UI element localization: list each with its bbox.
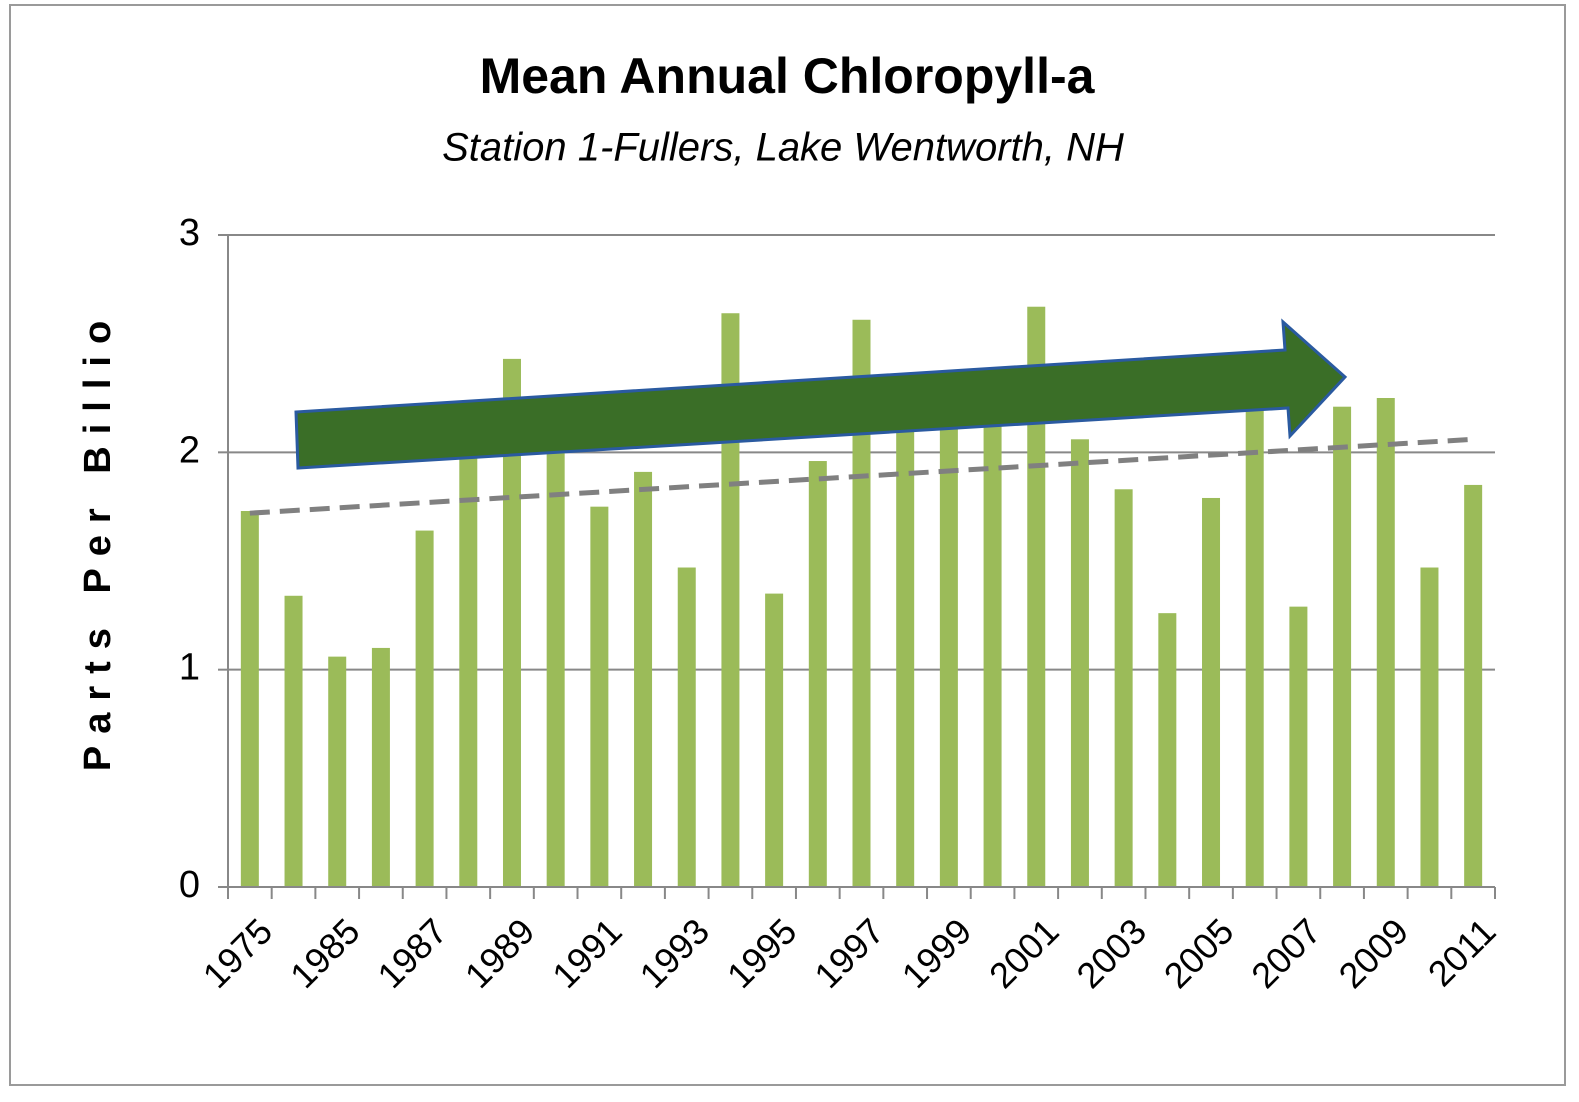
bar [1027, 306, 1046, 888]
chart-border [9, 4, 1566, 1086]
bar [808, 461, 827, 887]
bar [284, 595, 303, 887]
bar [677, 567, 696, 887]
bar [939, 419, 958, 887]
bar [546, 447, 565, 887]
chart-title: Mean Annual Chloropyll-a [480, 48, 1096, 104]
y-tick-label: 3 [179, 212, 200, 254]
bar [1070, 439, 1089, 887]
y-tick-label: 0 [179, 864, 200, 906]
bar [765, 593, 784, 887]
bar [590, 506, 609, 887]
bar [371, 647, 390, 887]
trendline [249, 436, 1474, 516]
bar [1289, 606, 1308, 887]
bar [852, 319, 871, 887]
bar [1114, 489, 1133, 887]
bar [896, 408, 915, 887]
y-axis-label: Parts Per Billio [77, 309, 119, 771]
bar [240, 511, 259, 887]
y-tick-label: 2 [179, 429, 200, 471]
bar [1158, 613, 1177, 887]
bar [502, 358, 521, 887]
bar [328, 656, 347, 887]
bar [415, 530, 434, 887]
bar [1202, 497, 1221, 887]
bar [983, 408, 1002, 887]
bar [721, 313, 740, 887]
bar [1420, 567, 1439, 887]
trend-arrow [294, 318, 1348, 470]
bar [459, 454, 478, 887]
bar [1245, 398, 1264, 887]
bar [634, 471, 653, 887]
bar [1464, 484, 1483, 887]
chart-subtitle: Station 1-Fullers, Lake Wentworth, NH [442, 126, 1124, 170]
bar [1376, 398, 1395, 887]
bar [1333, 406, 1352, 887]
y-tick-label: 1 [179, 647, 200, 689]
